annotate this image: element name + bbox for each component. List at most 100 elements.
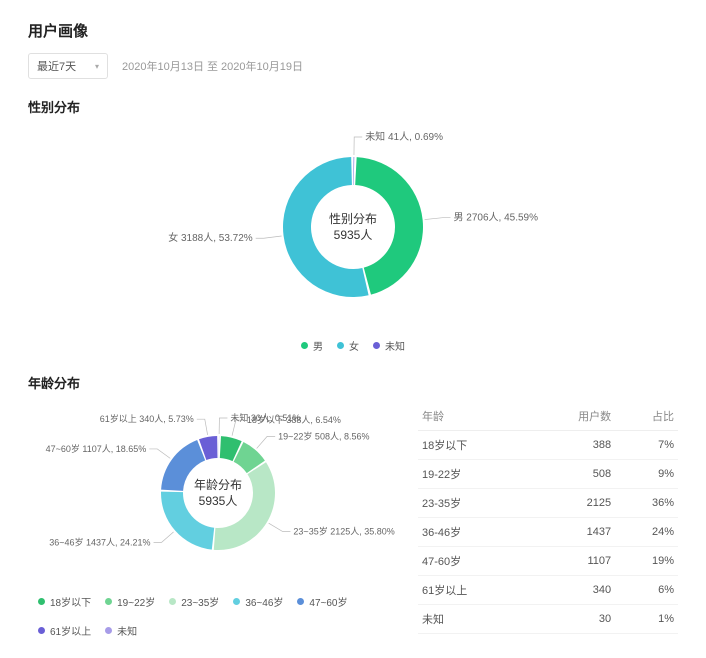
- slice-label: 女 3188人, 53.72%: [168, 231, 253, 244]
- connector-line: [257, 436, 275, 448]
- legend-item[interactable]: 18岁以下: [38, 594, 91, 609]
- table-cell: 1107: [529, 547, 615, 576]
- donut-center-title: 性别分布: [329, 212, 377, 226]
- table-row: 23-35岁212536%: [418, 489, 678, 518]
- legend-label: 女: [349, 338, 359, 353]
- table-header-cell: 占比: [615, 402, 678, 431]
- table-cell: 36%: [615, 489, 678, 518]
- age-chart-column: 18岁以下 388人, 6.54%19~22岁 508人, 8.56%23~35…: [28, 398, 408, 638]
- page-title: 用户画像: [28, 20, 678, 41]
- age-section-title: 年龄分布: [28, 373, 678, 392]
- table-body: 18岁以下3887%19-22岁5089%23-35岁212536%36-46岁…: [418, 431, 678, 634]
- legend-label: 23~35岁: [181, 594, 219, 609]
- legend-dot-icon: [301, 342, 308, 349]
- connector-line: [197, 419, 208, 435]
- table-cell: 36-46岁: [418, 518, 529, 547]
- age-donut-chart: 18岁以下 388人, 6.54%19~22岁 508人, 8.56%23~35…: [28, 398, 408, 588]
- connector-line: [425, 218, 451, 220]
- table-cell: 19-22岁: [418, 460, 529, 489]
- legend-dot-icon: [105, 627, 112, 634]
- table-row: 19-22岁5089%: [418, 460, 678, 489]
- controls-row: 最近7天 ▾ 2020年10月13日 至 2020年10月19日: [28, 53, 678, 79]
- legend-dot-icon: [169, 598, 176, 605]
- table-row: 未知301%: [418, 605, 678, 634]
- table-cell: 2125: [529, 489, 615, 518]
- table-header-cell: 用户数: [529, 402, 615, 431]
- legend-item[interactable]: 未知: [105, 623, 137, 638]
- legend-label: 61岁以上: [50, 623, 91, 638]
- legend-dot-icon: [337, 342, 344, 349]
- donut-center-title: 年龄分布: [194, 478, 242, 492]
- legend-item[interactable]: 61岁以上: [38, 623, 91, 638]
- legend-label: 18岁以下: [50, 594, 91, 609]
- table-cell: 19%: [615, 547, 678, 576]
- legend-dot-icon: [105, 598, 112, 605]
- slice-label: 男 2706人, 45.59%: [454, 212, 539, 224]
- legend-dot-icon: [38, 598, 45, 605]
- table-cell: 61岁以上: [418, 576, 529, 605]
- legend-label: 47~60岁: [309, 594, 347, 609]
- slice-label: 61岁以上 340人, 5.73%: [100, 413, 194, 424]
- gender-donut-chart: 男 2706人, 45.59% 女 3188人, 53.72% 未知 41人, 0.…: [73, 122, 633, 332]
- age-section: 18岁以下 388人, 6.54%19~22岁 508人, 8.56%23~35…: [28, 398, 678, 638]
- chevron-down-icon: ▾: [95, 62, 99, 71]
- table-row: 47-60岁110719%: [418, 547, 678, 576]
- table-cell: 1%: [615, 605, 678, 634]
- slice-label: 36~46岁 1437人, 24.21%: [49, 536, 150, 547]
- legend-item[interactable]: 女: [337, 338, 359, 353]
- table-cell: 9%: [615, 460, 678, 489]
- slice-label: 未知 41人, 0.69%: [365, 130, 443, 143]
- slice-label: 19~22岁 508人, 8.56%: [278, 430, 369, 441]
- table-cell: 6%: [615, 576, 678, 605]
- legend-label: 未知: [117, 623, 137, 638]
- legend-dot-icon: [297, 598, 304, 605]
- legend-label: 未知: [385, 338, 405, 353]
- table-cell: 7%: [615, 431, 678, 460]
- age-table: 年龄用户数占比 18岁以下3887%19-22岁5089%23-35岁21253…: [418, 402, 678, 634]
- slice-label: 47~60岁 1107人, 18.65%: [46, 443, 147, 454]
- connector-line: [256, 236, 282, 238]
- table-row: 18岁以下3887%: [418, 431, 678, 460]
- legend-item[interactable]: 未知: [373, 338, 405, 353]
- legend-item[interactable]: 47~60岁: [297, 594, 347, 609]
- period-select[interactable]: 最近7天 ▾: [28, 53, 108, 79]
- table-header-cell: 年龄: [418, 402, 529, 431]
- legend-dot-icon: [38, 627, 45, 634]
- gender-legend: 男 女 未知: [28, 338, 678, 353]
- donut-center-value: 5935人: [199, 494, 238, 508]
- connector-line: [219, 418, 227, 434]
- gender-chart-wrap: 男 2706人, 45.59% 女 3188人, 53.72% 未知 41人, 0.…: [28, 122, 678, 332]
- date-range-label: 2020年10月13日 至 2020年10月19日: [122, 58, 303, 74]
- connector-line: [269, 523, 291, 531]
- legend-dot-icon: [373, 342, 380, 349]
- legend-dot-icon: [233, 598, 240, 605]
- period-select-value: 最近7天: [37, 58, 76, 74]
- donut-slice[interactable]: [353, 157, 354, 185]
- connector-line: [149, 449, 170, 458]
- table-row: 61岁以上3406%: [418, 576, 678, 605]
- table-cell: 388: [529, 431, 615, 460]
- slice-label: 23~35岁 2125人, 35.80%: [293, 525, 394, 536]
- legend-label: 19~22岁: [117, 594, 155, 609]
- legend-item[interactable]: 19~22岁: [105, 594, 155, 609]
- table-cell: 1437: [529, 518, 615, 547]
- table-cell: 340: [529, 576, 615, 605]
- table-cell: 30: [529, 605, 615, 634]
- legend-item[interactable]: 36~46岁: [233, 594, 283, 609]
- slice-label: 未知 30人, 0.51%: [230, 412, 300, 423]
- donut-center-value: 5935人: [334, 228, 373, 242]
- age-table-column: 年龄用户数占比 18岁以下3887%19-22岁5089%23-35岁21253…: [418, 398, 678, 634]
- table-cell: 未知: [418, 605, 529, 634]
- legend-label: 36~46岁: [245, 594, 283, 609]
- table-head-row: 年龄用户数占比: [418, 402, 678, 431]
- table-cell: 47-60岁: [418, 547, 529, 576]
- legend-item[interactable]: 23~35岁: [169, 594, 219, 609]
- legend-item[interactable]: 男: [301, 338, 323, 353]
- legend-label: 男: [313, 338, 323, 353]
- connector-line: [354, 137, 362, 155]
- donut-slice[interactable]: [219, 436, 220, 458]
- connector-line: [154, 532, 174, 543]
- table-cell: 23-35岁: [418, 489, 529, 518]
- age-legend: 18岁以下 19~22岁 23~35岁 36~46岁 47~60岁 61岁以上 未知: [28, 594, 408, 638]
- gender-section-title: 性别分布: [28, 97, 678, 116]
